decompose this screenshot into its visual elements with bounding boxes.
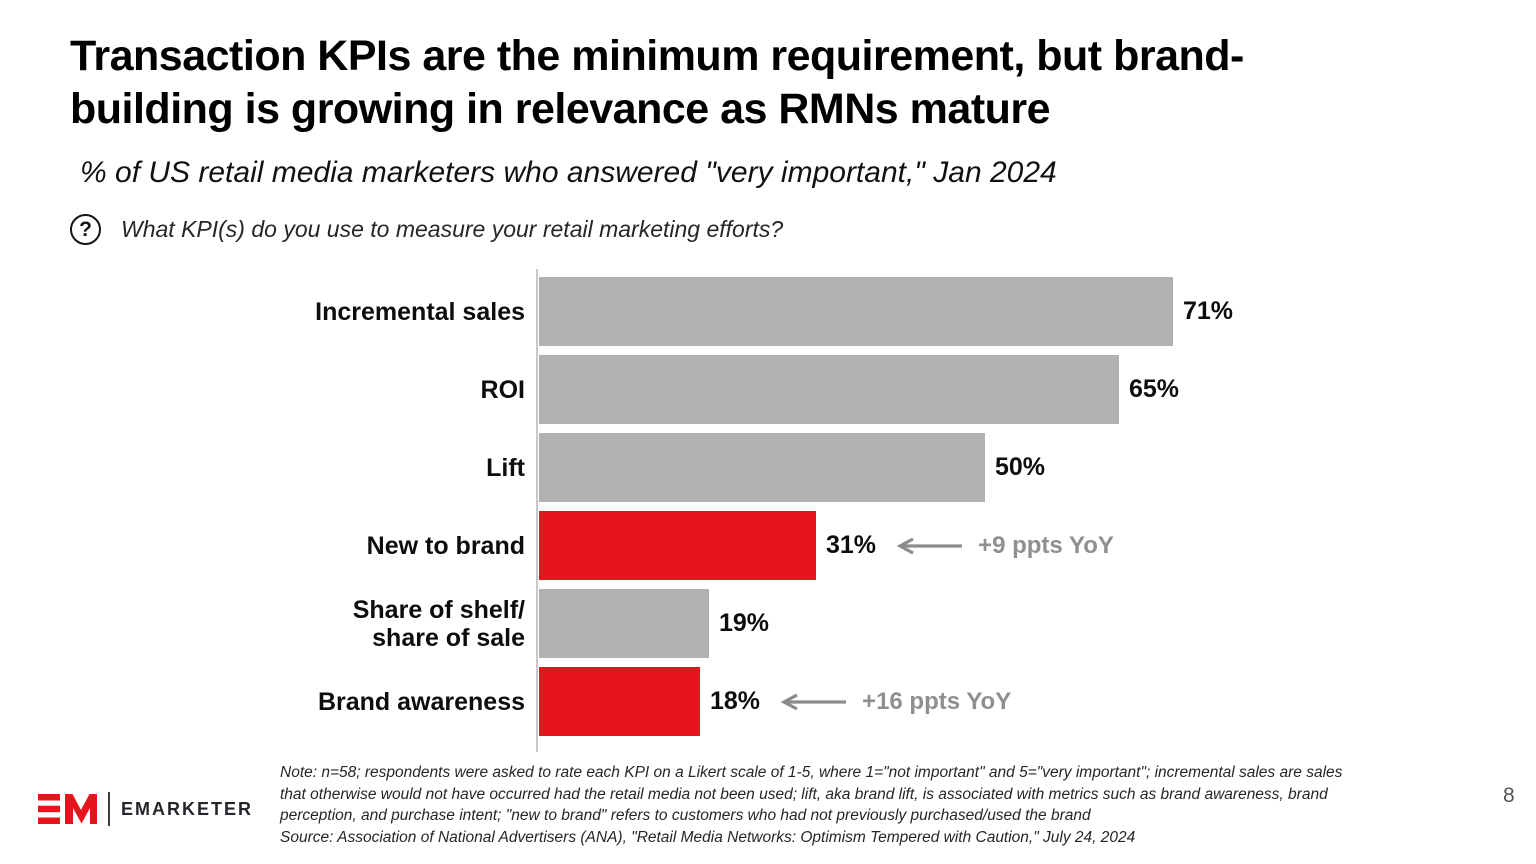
- page-title: Transaction KPIs are the minimum require…: [70, 30, 1490, 136]
- page-number: 8: [1503, 784, 1515, 807]
- value-label-lift: 50%: [995, 453, 1046, 481]
- chart-subtitle: % of US retail media marketers who answe…: [80, 156, 1057, 189]
- note-line: Note: n=58; respondents were asked to ra…: [280, 764, 1343, 781]
- value-label-new-to-brand: 31%: [826, 531, 877, 559]
- bar-incremental-sales: [539, 277, 1173, 346]
- left-arrow-icon: [780, 693, 847, 710]
- chart-row-new-to-brand: New to brand 31% +9 ppts YoY: [0, 511, 1536, 580]
- emarketer-monogram-icon: [38, 794, 97, 824]
- chart-row-brand-awareness: Brand awareness 18% +16 ppts YoY: [0, 667, 1536, 736]
- value-label-roi: 65%: [1129, 375, 1180, 403]
- chart-row-share-of-shelf-share-of-sale: Share of shelf/ share of sale 19%: [0, 589, 1536, 658]
- chart-row-incremental-sales: Incremental sales 71%: [0, 277, 1536, 346]
- survey-question-text: What KPI(s) do you use to measure your r…: [121, 216, 784, 242]
- yoy-annotation-new-to-brand: +9 ppts YoY: [978, 531, 1114, 559]
- survey-question-row: ? What KPI(s) do you use to measure your…: [70, 214, 783, 245]
- category-label-new-to-brand: New to brand: [366, 531, 525, 560]
- value-label-brand-awareness: 18%: [710, 687, 761, 715]
- bar-share-of-shelf-share-of-sale: [539, 589, 709, 658]
- bar-lift: [539, 433, 985, 502]
- chart-axis-line: [536, 269, 538, 752]
- question-mark-icon: ?: [70, 214, 101, 245]
- chart-row-lift: Lift 50%: [0, 433, 1536, 502]
- note-line: that otherwise would not have occurred h…: [280, 785, 1328, 803]
- logo-divider: [108, 792, 110, 826]
- category-label-lift: Lift: [486, 453, 525, 482]
- footer-note: Note: n=58; respondents were asked to ra…: [280, 762, 1480, 848]
- category-label-roi: ROI: [480, 375, 525, 404]
- bar-new-to-brand: [539, 511, 816, 580]
- emarketer-logo: EMARKETER: [38, 791, 253, 827]
- bar-brand-awareness: [539, 667, 700, 736]
- logo-wordmark: EMARKETER: [121, 798, 254, 819]
- bar-roi: [539, 355, 1119, 424]
- source-line: Source: Association of National Advertis…: [280, 828, 1136, 846]
- page-title-line-2: building is growing in relevance as RMNs…: [70, 85, 1051, 133]
- category-label-share-of-shelf-share-of-sale: Share of shelf/ share of sale: [352, 595, 525, 652]
- value-label-incremental-sales: 71%: [1183, 297, 1234, 325]
- chart-row-roi: ROI 65%: [0, 355, 1536, 424]
- left-arrow-icon: [896, 537, 963, 554]
- category-label-incremental-sales: Incremental sales: [315, 297, 525, 326]
- note-line: perception, and purchase intent; "new to…: [280, 807, 1091, 824]
- value-label-share-of-shelf-share-of-sale: 19%: [719, 609, 770, 637]
- category-label-brand-awareness: Brand awareness: [317, 687, 525, 716]
- page-title-line-1: Transaction KPIs are the minimum require…: [70, 32, 1244, 80]
- yoy-annotation-brand-awareness: +16 ppts YoY: [862, 687, 1012, 715]
